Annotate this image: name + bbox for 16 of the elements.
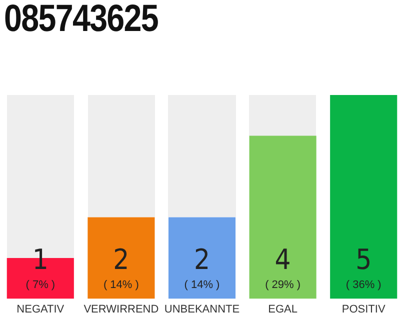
x-tick-label: UNBEKANNTE [164, 303, 240, 316]
bar [330, 95, 398, 299]
annotation: ( 7% ) [26, 278, 56, 291]
x-tick-label: NEGATIV [16, 303, 65, 316]
data-label: 2 [194, 242, 210, 276]
annotation: ( 29% ) [265, 278, 301, 291]
annotation: ( 14% ) [103, 278, 139, 291]
x-tick-label: EGAL [268, 303, 298, 316]
annotation: ( 14% ) [184, 278, 220, 291]
chart-title: 085743625 [4, 0, 158, 41]
annotation: ( 36% ) [346, 278, 382, 291]
data-label: 5 [356, 242, 372, 276]
data-label: 2 [113, 242, 130, 276]
data-label: 4 [274, 242, 291, 276]
x-tick-label: POSITIV [342, 303, 386, 316]
x-tick-label: VERWIRREND [84, 303, 159, 316]
